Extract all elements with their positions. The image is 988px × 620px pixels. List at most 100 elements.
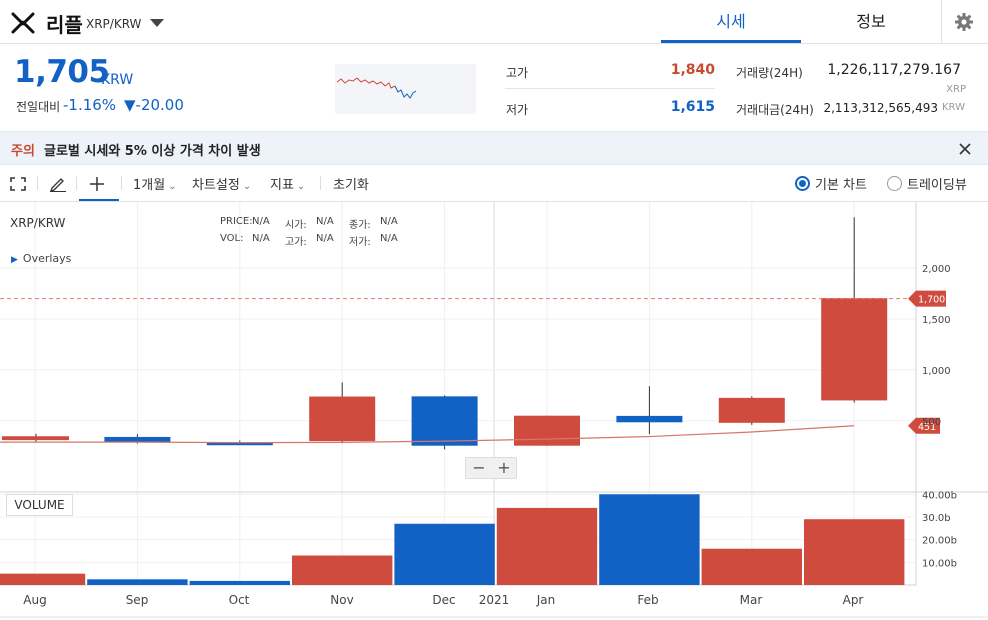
period-select[interactable]: 1개월 ⌄ <box>133 174 177 193</box>
period-select-label: 1개월 <box>133 178 166 193</box>
crosshair-active-indicator <box>79 199 119 201</box>
current-price: 1,705 <box>14 54 110 90</box>
moving-average-line <box>0 425 855 444</box>
legend-high-value: N/A <box>316 233 334 244</box>
volume-bar <box>394 523 495 585</box>
candle-body <box>206 442 273 446</box>
price-tick-label: 500 <box>922 417 941 428</box>
overlays-toggle[interactable]: ▶ Overlays <box>11 252 71 265</box>
x-axis-label: Jan <box>536 593 556 607</box>
legend-close-value: N/A <box>380 216 398 227</box>
change-amount: ▼-20.00 <box>124 96 184 114</box>
candle-body <box>514 415 580 446</box>
tradingview-radio[interactable] <box>887 176 902 191</box>
high-value: 1,840 <box>670 62 715 78</box>
x-axis-label: Nov <box>330 593 353 607</box>
x-axis-label: Aug <box>23 593 46 607</box>
price-unit: KRW <box>101 72 134 88</box>
price-chart[interactable]: 1,700 451 500 1,000 1,500 2,000 10.00b 20.00b 3… <box>0 202 988 620</box>
crosshair-icon[interactable] <box>90 177 104 191</box>
zoom-out-button[interactable]: − <box>472 458 486 477</box>
high-low-divider <box>505 88 715 89</box>
top-header <box>0 0 988 44</box>
legend-vol-label: VOL: <box>220 233 244 244</box>
trade-amount-24h-unit: KRW <box>942 102 965 113</box>
chevron-down-icon: ⌄ <box>168 181 177 192</box>
chart-toolbar <box>0 165 988 202</box>
reset-button[interactable]: 초기화 <box>333 178 369 193</box>
price-tick-label: 2,000 <box>922 264 951 275</box>
volume-bar <box>599 494 700 585</box>
legend-price-value: N/A <box>252 216 270 227</box>
current-price-tag <box>908 290 946 307</box>
close-icon[interactable] <box>957 141 973 157</box>
x-axis-label: Oct <box>229 593 250 607</box>
legend-open-label: 시가: <box>285 220 307 231</box>
indicators-menu[interactable]: 지표 ⌄ <box>270 174 305 193</box>
tab-market-price[interactable]: 시세 <box>716 12 746 31</box>
tradingview-label[interactable]: 트레이딩뷰 <box>907 178 967 193</box>
fullscreen-icon[interactable] <box>10 177 26 191</box>
candle-body <box>411 396 478 446</box>
header-divider <box>941 0 942 44</box>
chevron-down-icon: ⌄ <box>242 181 252 192</box>
toolbar-divider <box>37 176 38 190</box>
tab-active-indicator <box>661 40 801 43</box>
toolbar-divider <box>76 176 77 190</box>
volume-bars <box>0 494 905 585</box>
legend-open-value: N/A <box>316 216 334 227</box>
volume-24h-value: 1,226,117,279.167 <box>827 62 961 78</box>
trade-amount-24h-label: 거래대금(24H) <box>736 103 814 117</box>
ma-value-tag-label: 451 <box>918 422 936 433</box>
current-price-tag-label: 1,700 <box>918 295 945 306</box>
legend-low-value: N/A <box>380 233 398 244</box>
volume-bar <box>87 579 188 585</box>
volume-24h-unit: XRP <box>946 84 966 95</box>
volume-tick-label: 30.0b <box>922 513 951 524</box>
volume-tick-label: 20.00b <box>922 536 957 547</box>
toolbar-divider <box>320 176 321 190</box>
legend-price-label: PRICE: <box>220 216 253 227</box>
axis-labels: 500 1,000 1,500 2,000 10.00b 20.00b 30.0b 40.00… <box>23 264 957 607</box>
xrp-logo-icon <box>11 12 35 34</box>
candle-body <box>616 415 683 423</box>
notice-text: 글로벌 시세와 5% 이상 가격 차이 발생 <box>44 144 261 159</box>
toolbar-divider <box>121 176 122 190</box>
gear-icon[interactable] <box>954 12 974 32</box>
indicators-label: 지표 <box>270 178 294 193</box>
low-label: 저가 <box>506 103 529 117</box>
candle-body <box>2 436 69 441</box>
chart-overlays: 1,700 451 <box>0 290 946 444</box>
tab-info[interactable]: 정보 <box>856 12 886 31</box>
coin-dropdown-caret-icon[interactable] <box>150 19 164 27</box>
legend-close-label: 종가: <box>349 220 371 231</box>
volume-bar <box>496 507 598 585</box>
basic-chart-label[interactable]: 기본 차트 <box>815 178 867 193</box>
zoom-in-button[interactable]: + <box>497 458 511 477</box>
volume-bar <box>189 580 290 585</box>
x-axis-label: Apr <box>843 593 864 607</box>
volume-panel-label: VOLUME <box>6 494 73 516</box>
chart-settings-menu[interactable]: 차트설정 ⌄ <box>192 174 251 193</box>
volume-tick-label: 40.00b <box>922 490 957 501</box>
overlays-label: Overlays <box>22 252 72 265</box>
price-tick-label: 1,500 <box>922 315 951 326</box>
mini-sparkline <box>335 64 476 114</box>
volume-bar <box>804 519 905 585</box>
legend-low-label: 저가: <box>349 237 371 248</box>
pencil-draw-icon[interactable] <box>49 175 67 192</box>
candle-body <box>718 397 785 423</box>
volume-bar <box>701 548 802 585</box>
coin-pair[interactable]: XRP/KRW <box>86 17 142 31</box>
high-label: 고가 <box>506 66 529 80</box>
chart-settings-label: 차트설정 <box>192 178 240 193</box>
x-axis-label: Dec <box>432 593 455 607</box>
coin-name[interactable]: 리플 <box>46 13 83 37</box>
notice-banner <box>0 131 988 165</box>
low-value: 1,615 <box>670 99 715 115</box>
notice-tag: 주의 <box>11 144 35 159</box>
candle-body <box>309 396 376 442</box>
change-rate: -1.16% <box>63 96 117 114</box>
basic-chart-radio[interactable] <box>795 176 810 191</box>
x-axis-label: Sep <box>126 593 149 607</box>
